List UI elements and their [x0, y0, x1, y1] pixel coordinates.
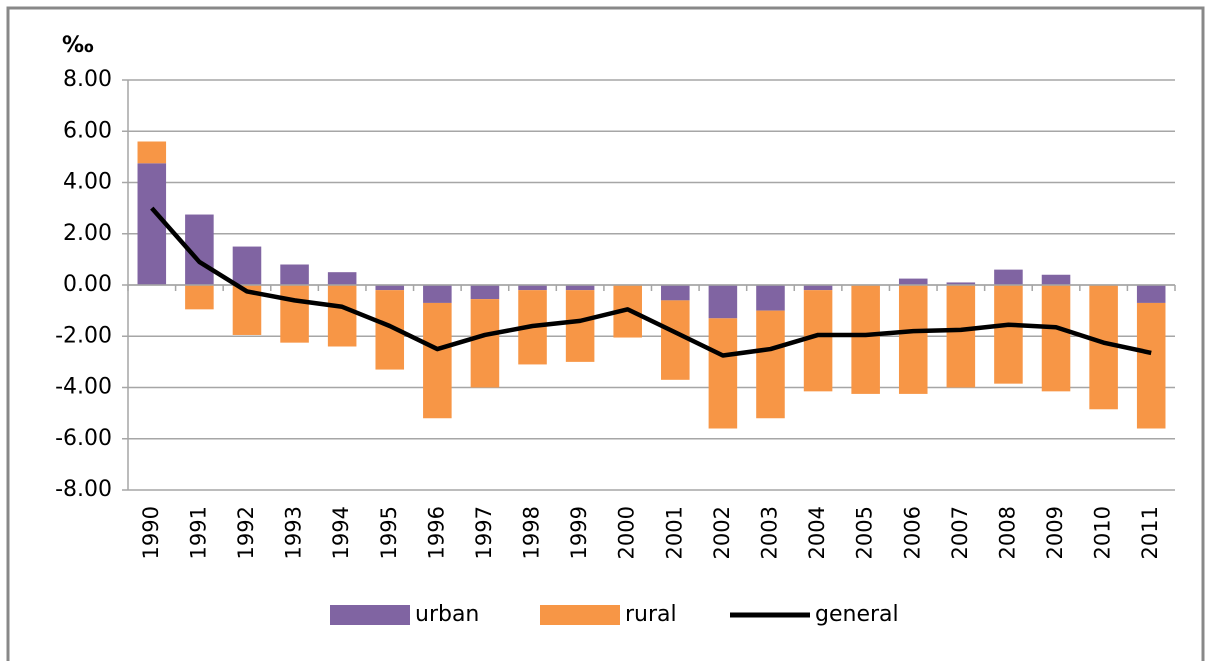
- x-tick-label: 2006: [900, 506, 924, 559]
- bar-segment: [946, 282, 976, 285]
- legend-label: urban: [415, 602, 479, 627]
- legend-label: rural: [625, 602, 677, 627]
- x-tick-label: 1992: [234, 506, 258, 559]
- x-tick-label: 2010: [1091, 506, 1115, 559]
- y-tick-label: 8.00: [63, 67, 112, 92]
- chart-frame: [6, 6, 1205, 661]
- bar-segment: [1136, 302, 1166, 429]
- bar-segment: [137, 141, 167, 164]
- y-axis-unit: ‰: [62, 33, 94, 58]
- bar-segment: [803, 285, 833, 291]
- x-tick-label: 1999: [567, 506, 591, 559]
- bar-segment: [423, 302, 452, 419]
- x-tick-label: 2008: [995, 506, 1019, 559]
- x-tick-label: 1990: [139, 506, 163, 559]
- bar-segment: [1089, 285, 1118, 410]
- x-tick-label: 2001: [662, 506, 686, 559]
- legend-swatch: [540, 605, 620, 625]
- line-series: [150, 206, 1152, 358]
- bar-segment: [1136, 285, 1166, 303]
- y-tick-label: 4.00: [63, 170, 112, 195]
- bar-segment: [994, 269, 1023, 285]
- x-tick-label: 1996: [424, 506, 448, 559]
- bar-segment: [565, 290, 595, 362]
- bar-segment: [756, 310, 785, 419]
- y-tick-label: 2.00: [63, 221, 112, 246]
- x-tick-label: 1995: [377, 506, 401, 559]
- bar-segment: [375, 285, 405, 291]
- bar-segment: [898, 278, 928, 285]
- bar-segment: [756, 285, 785, 311]
- bar-segment: [946, 285, 976, 388]
- x-tick-label: 2009: [1043, 506, 1067, 559]
- y-tick-label: -8.00: [55, 477, 112, 502]
- y-tick-label: -2.00: [55, 323, 112, 348]
- y-tick-label: -4.00: [55, 375, 112, 400]
- bar-segment: [470, 285, 500, 300]
- bar-segment: [423, 285, 452, 303]
- x-tick-label: 2005: [853, 506, 877, 559]
- x-tick-label: 2002: [710, 506, 734, 559]
- bar-segment: [708, 285, 738, 319]
- x-tick-label: 2000: [615, 506, 639, 559]
- bar-segment: [185, 285, 214, 310]
- bar-segment: [470, 299, 500, 388]
- bar-segment: [851, 285, 880, 394]
- x-tick-label: 1997: [472, 506, 496, 559]
- bar-segment: [1041, 274, 1071, 285]
- legend-swatch: [330, 605, 410, 625]
- x-tick-label: 1994: [329, 506, 353, 559]
- x-tick-label: 1993: [282, 506, 306, 559]
- bar-segment: [994, 285, 1023, 384]
- y-tick-label: -6.00: [55, 426, 112, 451]
- bar-segment: [327, 272, 357, 285]
- bar-segment: [661, 300, 690, 380]
- bar-segment: [708, 318, 738, 429]
- legend-label: general: [815, 602, 899, 627]
- bar-segment: [232, 246, 262, 285]
- bar-segment: [280, 264, 309, 285]
- bar-segment: [518, 285, 547, 291]
- x-tick-label: 2011: [1138, 506, 1162, 559]
- x-tick-label: 1991: [186, 506, 210, 559]
- x-tick-label: 1998: [520, 506, 544, 559]
- x-tick-label: 2004: [805, 506, 829, 559]
- bar-segment: [565, 285, 595, 291]
- x-tick-label: 2007: [948, 506, 972, 559]
- x-tick-label: 2003: [757, 506, 781, 559]
- bar-segment: [661, 285, 690, 301]
- bar-segment: [803, 290, 833, 392]
- bar-segment: [137, 163, 167, 285]
- bar-segment: [280, 285, 309, 343]
- bar-segment: [327, 285, 357, 347]
- y-tick-label: 6.00: [63, 118, 112, 143]
- y-tick-label: 0.00: [63, 272, 112, 297]
- bar-segment: [1041, 285, 1071, 392]
- bar-segment: [898, 285, 928, 394]
